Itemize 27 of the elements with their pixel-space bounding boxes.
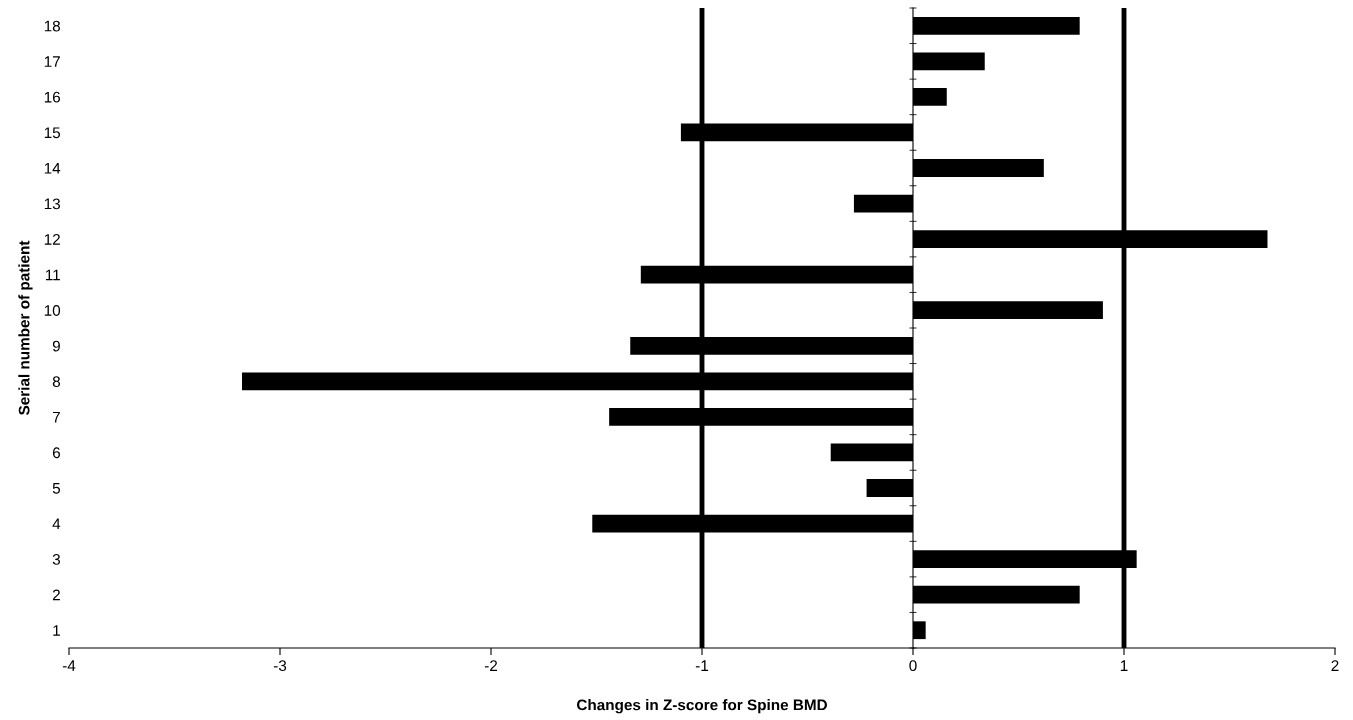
x-tick-label: -1 (695, 660, 709, 671)
y-tick-label: 17 (44, 56, 60, 67)
y-tick-label: 14 (44, 163, 61, 174)
y-tick-label: 2 (52, 589, 60, 601)
x-tick-label: -4 (62, 660, 76, 671)
y-tick-label: 9 (52, 340, 60, 352)
y-tick-label: 5 (52, 483, 61, 494)
y-tick-label: 15 (44, 127, 61, 139)
y-axis-title: Serial number of patient (18, 240, 33, 415)
x-tick-label: 1 (1120, 660, 1128, 671)
y-tick-label: 1 (53, 625, 60, 636)
y-tick-label: 18 (44, 20, 60, 32)
x-tick-label: 0 (909, 660, 917, 672)
y-tick-label: 7 (52, 411, 60, 423)
x-axis-title: Changes in Z-score for Spine BMD (577, 699, 827, 714)
y-tick-label: 3 (52, 553, 60, 565)
y-tick-label: 13 (44, 198, 60, 210)
y-tick-label: 11 (45, 269, 60, 281)
x-tick-label: 2 (1331, 660, 1339, 671)
y-tick-label: 4 (52, 518, 61, 530)
y-tick-label: 8 (52, 376, 60, 388)
x-tick-label: -2 (484, 660, 498, 671)
y-tick-label: 10 (44, 305, 61, 316)
y-tick-label: 16 (44, 91, 60, 103)
y-tick-label: 6 (52, 447, 60, 459)
y-tick-label: 12 (44, 233, 60, 245)
x-tick-label: -3 (273, 660, 287, 672)
